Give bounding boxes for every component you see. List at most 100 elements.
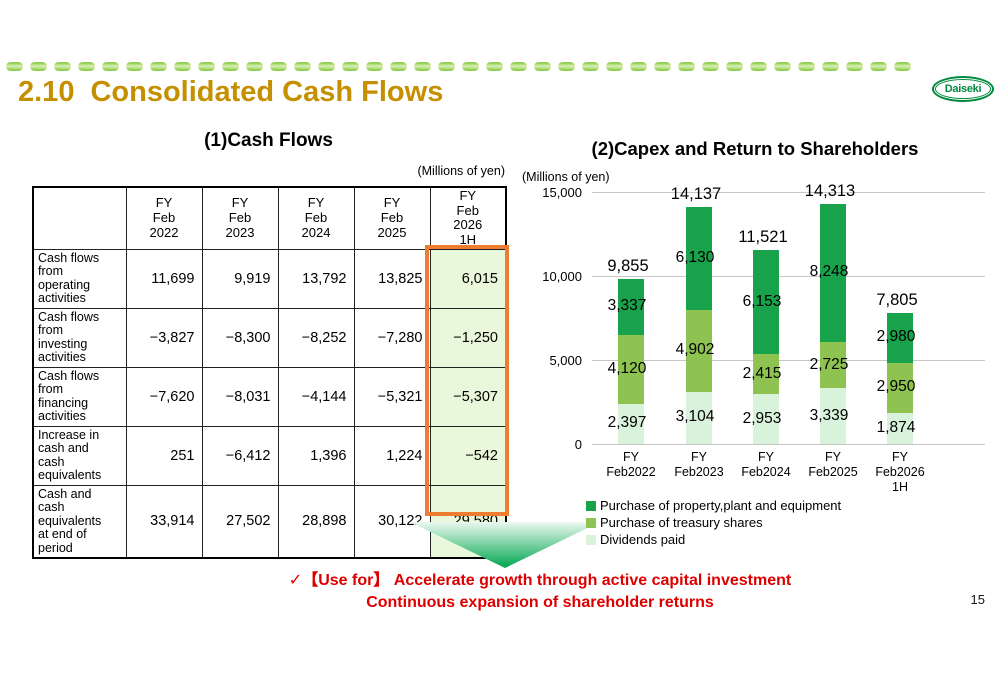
bar-total-value: 7,805 [876,290,918,309]
dash [846,62,863,71]
row-label: Cash and cash equivalents at end of peri… [32,484,127,559]
logo-inner-ring [935,79,991,99]
daiseki-logo: Daiseki [932,76,994,102]
table-cell: 33,914 [125,484,203,559]
legend-label: Purchase of property,plant and equipment [600,498,842,513]
table-cell: 1,224 [353,425,431,486]
capex-chart-unit-note: (Millions of yen) [522,170,610,184]
row-label: Cash flows from investing activities [32,307,127,368]
table-header-row: FY Feb 2022 FY Feb 2023 FY Feb 2024 FY Feb … [32,186,507,250]
dash [534,62,551,71]
table-cell: −1,250 [429,307,507,368]
dash [198,62,215,71]
x-axis-label: FY Feb2024 [741,450,791,479]
x-axis-label: FY Feb2023 [674,450,724,479]
table-cell: −7,280 [353,307,431,368]
row-label: Cash flows from operating activities [32,248,127,309]
table-cell: 1,396 [277,425,355,486]
dash [438,62,455,71]
table-row: Cash and cash equivalents at end of peri… [32,484,507,559]
dash [654,62,671,71]
dash [102,62,119,71]
dash [270,62,287,71]
table-row: Cash flows from operating activities 11,6… [32,248,507,309]
table-cell: −8,252 [277,307,355,368]
callout-line-1: ✓【Use for】 Accelerate growth through act… [288,572,792,589]
bar-segment [887,363,913,413]
table-cell: −5,321 [353,366,431,427]
dash [174,62,191,71]
dash [462,62,479,71]
table-cell: 9,919 [201,248,279,309]
bar-total-value: 14,313 [804,181,856,200]
x-axis-label: FY Feb2025 [808,450,858,479]
bar-segment [686,309,712,392]
legend-label: Purchase of treasury shares [600,515,763,530]
y-axis-label: 15,000 [542,184,582,200]
dash [246,62,263,71]
page-number: 15 [970,592,985,607]
dash [150,62,167,71]
dash [414,62,431,71]
table-cell: 11,699 [125,248,203,309]
row-label: Cash flows from financing activities [32,366,127,427]
logo-text: Daiseki [944,83,982,95]
dash [54,62,71,71]
page-title-text: Consolidated Cash Flows [90,76,444,108]
dash [342,62,359,71]
cash-flows-title: (1)Cash Flows [204,130,333,151]
table-cell: −4,144 [277,366,355,427]
table-cell: 13,825 [353,248,431,309]
dash [558,62,575,71]
dash [870,62,887,71]
legend-swatch-icon [586,534,596,545]
legend-item: Purchase of treasury shares [586,514,841,531]
y-axis-label: 5,000 [549,352,582,368]
table-corner-cell [32,186,127,250]
bar-segment-value: 3,337 [607,297,647,314]
bar-segment-value: 2,950 [876,378,916,396]
dash [678,62,695,71]
bar-segment-value: 4,902 [675,341,715,359]
table-cell: 13,792 [277,248,355,309]
dash [774,62,791,71]
column-header: FY Feb 2023 [201,186,279,250]
bar-segment [887,412,913,444]
table-cell: 6,015 [429,248,507,309]
bar-segment [753,353,779,395]
table-row: Cash flows from investing activities −3,8… [32,307,507,368]
column-header: FY Feb 2026 1H [429,186,507,250]
table-cell: −3,827 [125,307,203,368]
dash [318,62,335,71]
bar-segment [686,391,712,444]
use-for-callout: ✓【Use for】 Accelerate growth through act… [140,570,940,614]
table-cell: −8,300 [201,307,279,368]
bar-total-value: 14,137 [670,184,722,203]
dash [486,62,503,71]
bar-segment [820,203,846,343]
cash-flows-table: FY Feb 2022 FY Feb 2023 FY Feb 2024 FY Feb … [32,186,507,559]
dash [6,62,23,71]
bar-segment [753,394,779,444]
table-cell: 251 [125,425,203,486]
dashed-divider [6,62,950,71]
dash [822,62,839,71]
table-row: Increase in cash and cash equivalents 251… [32,425,507,486]
gridline [592,444,985,445]
bar-segment-value: 4,120 [607,359,647,377]
page-title-number: 2.10 [18,76,75,108]
dash [750,62,767,71]
callout-line-2: Continuous expansion of shareholder retu… [366,594,714,611]
table-cell: −542 [429,425,507,486]
legend-item: Dividends paid [586,531,841,548]
dash [726,62,743,71]
dash [630,62,647,71]
bar-total-value: 9,855 [607,256,649,275]
bar-segment [820,387,846,444]
bar-segment-value: 2,397 [607,414,647,432]
capex-chart: (2)Capex and Return to Shareholders (Mil… [520,130,990,570]
row-label: Increase in cash and cash equivalents [32,425,127,486]
gridline [592,360,985,361]
dash [798,62,815,71]
